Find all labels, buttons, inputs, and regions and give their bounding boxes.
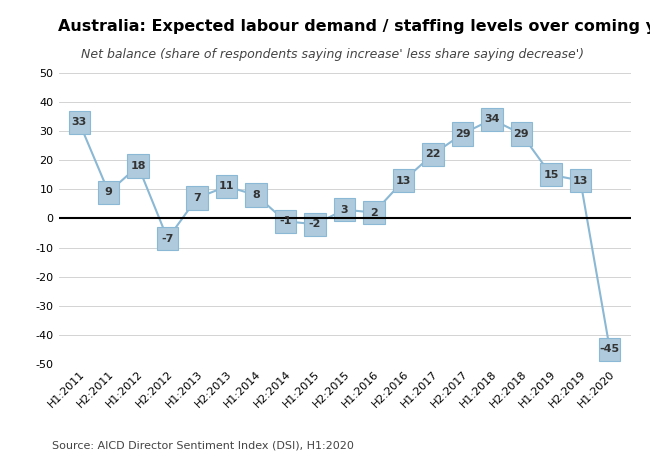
FancyBboxPatch shape	[540, 163, 562, 187]
Text: 22: 22	[425, 149, 441, 159]
FancyBboxPatch shape	[216, 175, 237, 198]
FancyBboxPatch shape	[363, 201, 385, 224]
Text: 33: 33	[72, 117, 86, 127]
FancyBboxPatch shape	[393, 169, 414, 192]
FancyBboxPatch shape	[481, 108, 502, 131]
FancyBboxPatch shape	[304, 212, 326, 236]
Text: -7: -7	[161, 234, 174, 244]
Text: Source: AICD Director Sentiment Index (DSI), H1:2020: Source: AICD Director Sentiment Index (D…	[52, 440, 354, 450]
FancyBboxPatch shape	[187, 187, 208, 210]
Text: Australia: Expected labour demand / staffing levels over coming year: Australia: Expected labour demand / staf…	[58, 19, 650, 34]
FancyBboxPatch shape	[246, 183, 266, 207]
FancyBboxPatch shape	[334, 198, 355, 221]
Text: 15: 15	[543, 170, 558, 180]
FancyBboxPatch shape	[98, 181, 119, 204]
Text: 2: 2	[370, 207, 378, 217]
FancyBboxPatch shape	[422, 143, 443, 166]
Text: 13: 13	[396, 176, 411, 186]
Text: 8: 8	[252, 190, 260, 200]
Text: 13: 13	[573, 176, 588, 186]
FancyBboxPatch shape	[275, 210, 296, 233]
Text: 29: 29	[514, 129, 529, 139]
Text: Net balance (share of respondents saying increase' less share saying decrease'): Net balance (share of respondents saying…	[81, 48, 584, 61]
FancyBboxPatch shape	[127, 154, 149, 177]
Text: 29: 29	[454, 129, 470, 139]
FancyBboxPatch shape	[68, 111, 90, 134]
FancyBboxPatch shape	[157, 227, 178, 250]
Text: 3: 3	[341, 205, 348, 215]
FancyBboxPatch shape	[570, 169, 591, 192]
FancyBboxPatch shape	[452, 122, 473, 146]
Text: 9: 9	[105, 187, 112, 197]
Text: 7: 7	[193, 193, 201, 203]
Text: -1: -1	[280, 216, 292, 226]
Text: 34: 34	[484, 114, 500, 124]
FancyBboxPatch shape	[599, 338, 621, 361]
Text: 11: 11	[219, 182, 234, 192]
FancyBboxPatch shape	[511, 122, 532, 146]
Text: -45: -45	[600, 344, 620, 354]
Text: -2: -2	[309, 219, 321, 229]
Text: 18: 18	[131, 161, 146, 171]
